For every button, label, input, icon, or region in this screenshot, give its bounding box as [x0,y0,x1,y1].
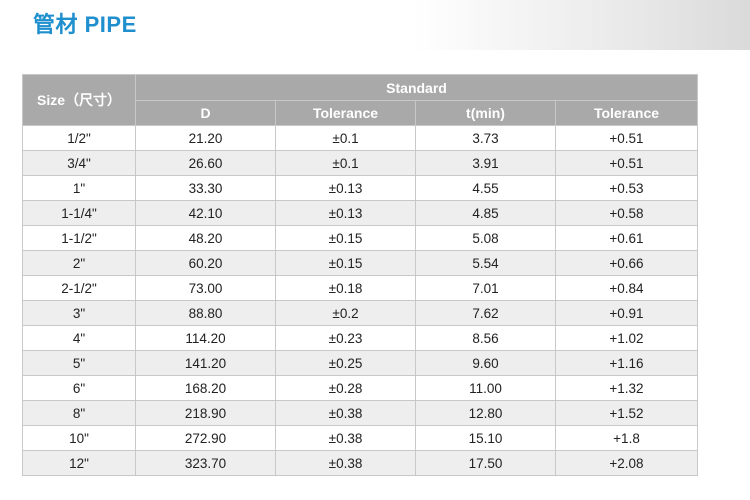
t-tolerance-cell: +0.84 [555,275,698,301]
table-row: 1-1/4" 42.10 ±0.13 4.85 +0.58 [22,200,698,226]
table-row: 8" 218.90 ±0.38 12.80 +1.52 [22,400,698,426]
table-row: 10" 272.90 ±0.38 15.10 +1.8 [22,425,698,451]
size-cell: 3/4" [22,150,136,176]
table-row: 1/2" 21.20 ±0.1 3.73 +0.51 [22,125,698,151]
t-min-cell: 4.55 [415,175,556,201]
t-tolerance-cell: +0.51 [555,150,698,176]
column-header-d-tolerance: Tolerance [275,100,416,126]
size-cell: 12" [22,450,136,476]
d-cell: 21.20 [135,125,276,151]
t-tolerance-cell: +0.91 [555,300,698,326]
d-cell: 272.90 [135,425,276,451]
table-body: 1/2" 21.20 ±0.1 3.73 +0.51 3/4" 26.60 ±0.1 3.91 +… [22,125,698,476]
t-min-cell: 12.80 [415,400,556,426]
t-tolerance-cell: +0.58 [555,200,698,226]
t-min-cell: 7.62 [415,300,556,326]
t-min-cell: 3.73 [415,125,556,151]
standard-group-header: Standard [135,74,698,101]
d-cell: 141.20 [135,350,276,376]
table-row: 2" 60.20 ±0.15 5.54 +0.66 [22,250,698,276]
t-min-cell: 11.00 [415,375,556,401]
d-tolerance-cell: ±0.18 [275,275,416,301]
d-tolerance-cell: ±0.13 [275,175,416,201]
d-cell: 33.30 [135,175,276,201]
d-cell: 218.90 [135,400,276,426]
column-header-d: D [135,100,276,126]
column-header-t-tolerance: Tolerance [555,100,698,126]
t-tolerance-cell: +1.32 [555,375,698,401]
table-row: 6" 168.20 ±0.28 11.00 +1.32 [22,375,698,401]
d-tolerance-cell: ±0.38 [275,400,416,426]
d-cell: 88.80 [135,300,276,326]
t-min-cell: 9.60 [415,350,556,376]
t-min-cell: 17.50 [415,450,556,476]
d-cell: 42.10 [135,200,276,226]
table-row: 1" 33.30 ±0.13 4.55 +0.53 [22,175,698,201]
d-tolerance-cell: ±0.2 [275,300,416,326]
column-header-t-min: t(min) [415,100,556,126]
d-tolerance-cell: ±0.15 [275,250,416,276]
t-tolerance-cell: +1.16 [555,350,698,376]
d-tolerance-cell: ±0.13 [275,200,416,226]
size-cell: 5" [22,350,136,376]
pipe-size-table: Size（尺寸） Standard D Tolerance t(min) Tol… [22,74,698,476]
table-row: 1-1/2" 48.20 ±0.15 5.08 +0.61 [22,225,698,251]
t-tolerance-cell: +1.02 [555,325,698,351]
table-row: 3/4" 26.60 ±0.1 3.91 +0.51 [22,150,698,176]
d-cell: 48.20 [135,225,276,251]
size-cell: 4" [22,325,136,351]
t-min-cell: 4.85 [415,200,556,226]
page-title: 管材 PIPE [33,12,137,37]
size-cell: 6" [22,375,136,401]
size-cell: 3" [22,300,136,326]
t-min-cell: 7.01 [415,275,556,301]
d-cell: 60.20 [135,250,276,276]
t-tolerance-cell: +0.61 [555,225,698,251]
t-min-cell: 8.56 [415,325,556,351]
table-row: 3" 88.80 ±0.2 7.62 +0.91 [22,300,698,326]
table-row: 2-1/2" 73.00 ±0.18 7.01 +0.84 [22,275,698,301]
size-cell: 2" [22,250,136,276]
t-tolerance-cell: +0.53 [555,175,698,201]
size-cell: 8" [22,400,136,426]
table-row: 5" 141.20 ±0.25 9.60 +1.16 [22,350,698,376]
size-cell: 1-1/4" [22,200,136,226]
size-column-header: Size（尺寸） [22,74,136,126]
d-tolerance-cell: ±0.25 [275,350,416,376]
table-row: 4" 114.20 ±0.23 8.56 +1.02 [22,325,698,351]
d-cell: 73.00 [135,275,276,301]
d-cell: 168.20 [135,375,276,401]
t-tolerance-cell: +0.51 [555,125,698,151]
t-min-cell: 5.08 [415,225,556,251]
size-cell: 1" [22,175,136,201]
t-min-cell: 3.91 [415,150,556,176]
d-tolerance-cell: ±0.28 [275,375,416,401]
t-tolerance-cell: +1.8 [555,425,698,451]
d-cell: 114.20 [135,325,276,351]
t-min-cell: 15.10 [415,425,556,451]
t-tolerance-cell: +2.08 [555,450,698,476]
size-cell: 10" [22,425,136,451]
d-tolerance-cell: ±0.23 [275,325,416,351]
d-cell: 26.60 [135,150,276,176]
size-cell: 1/2" [22,125,136,151]
d-tolerance-cell: ±0.1 [275,125,416,151]
t-tolerance-cell: +1.52 [555,400,698,426]
d-tolerance-cell: ±0.1 [275,150,416,176]
size-cell: 1-1/2" [22,225,136,251]
d-cell: 323.70 [135,450,276,476]
d-tolerance-cell: ±0.15 [275,225,416,251]
t-min-cell: 5.54 [415,250,556,276]
d-tolerance-cell: ±0.38 [275,425,416,451]
table-row: 12" 323.70 ±0.38 17.50 +2.08 [22,450,698,476]
size-cell: 2-1/2" [22,275,136,301]
t-tolerance-cell: +0.66 [555,250,698,276]
title-banner [0,0,750,50]
d-tolerance-cell: ±0.38 [275,450,416,476]
